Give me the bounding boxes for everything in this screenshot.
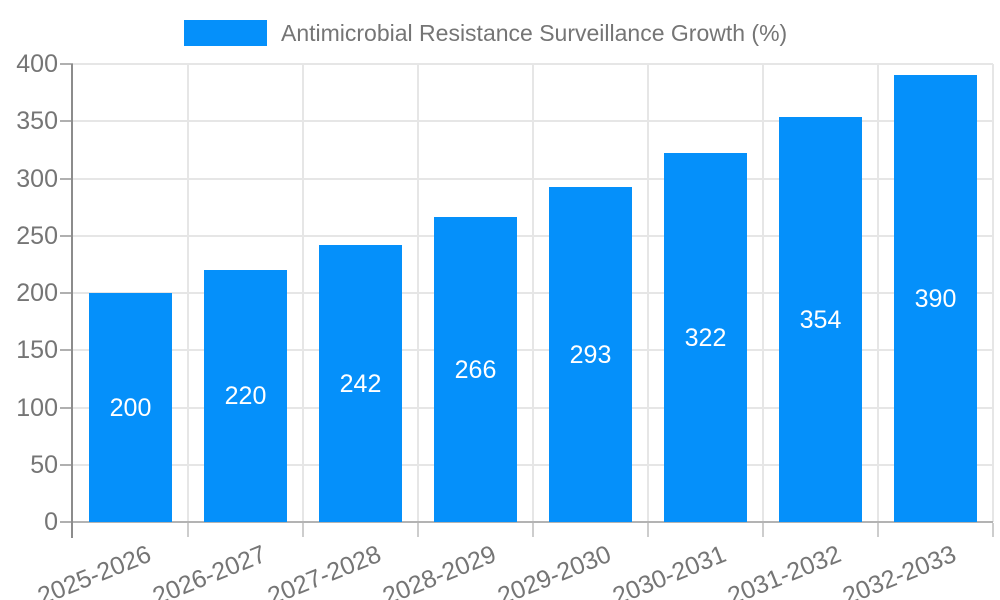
bar-value-label: 242 xyxy=(339,370,382,398)
x-tick xyxy=(417,523,419,537)
bar[interactable] xyxy=(319,245,402,522)
x-tick-label: 2027-2028 xyxy=(263,540,385,600)
bar[interactable] xyxy=(549,187,632,522)
bar-value-label: 266 xyxy=(454,356,497,384)
x-tick xyxy=(302,523,304,537)
y-tick-label: 50 xyxy=(30,451,58,479)
y-axis-tick xyxy=(60,464,73,466)
x-tick xyxy=(762,523,764,537)
y-axis-tick xyxy=(60,120,73,122)
y-tick-label: 250 xyxy=(16,222,58,250)
y-axis-tick xyxy=(60,407,73,409)
y-axis-tick xyxy=(60,63,73,65)
y-tick-label: 350 xyxy=(16,107,58,135)
chart-title: Antimicrobial Resistance Surveillance Gr… xyxy=(281,20,788,46)
y-axis-tick xyxy=(60,292,73,294)
x-tick-label: 2025-2026 xyxy=(33,540,155,600)
bar-value-label: 220 xyxy=(224,382,267,410)
bar[interactable] xyxy=(894,75,977,522)
x-tick-label: 2026-2027 xyxy=(148,540,270,600)
v-gridline xyxy=(992,64,994,522)
x-tick xyxy=(877,523,879,537)
y-tick-label: 100 xyxy=(16,394,58,422)
bar[interactable] xyxy=(434,217,517,522)
bar-value-label: 200 xyxy=(109,394,152,422)
v-gridline xyxy=(762,64,764,522)
y-axis-tick xyxy=(60,235,73,237)
y-axis-tick xyxy=(60,178,73,180)
y-tick-label: 200 xyxy=(16,279,58,307)
x-tick xyxy=(992,523,994,537)
x-tick-label: 2029-2030 xyxy=(493,540,615,600)
v-gridline xyxy=(302,64,304,522)
legend[interactable]: Antimicrobial Resistance Surveillance Gr… xyxy=(0,0,1000,55)
y-tick-label: 300 xyxy=(16,165,58,193)
legend-swatch xyxy=(184,20,267,46)
v-gridline xyxy=(647,64,649,522)
y-tick-label: 400 xyxy=(16,50,58,78)
y-axis-tick xyxy=(60,521,73,523)
y-tick-label: 0 xyxy=(44,508,58,536)
y-axis-tick xyxy=(60,349,73,351)
bar-value-label: 293 xyxy=(569,341,612,369)
v-gridline xyxy=(187,64,189,522)
bar[interactable] xyxy=(664,153,747,522)
v-gridline xyxy=(532,64,534,522)
x-tick-label: 2030-2031 xyxy=(608,540,730,600)
bar-value-label: 322 xyxy=(684,324,727,352)
x-tick xyxy=(187,523,189,537)
x-tick-label: 2031-2032 xyxy=(723,540,845,600)
x-tick-label: 2032-2033 xyxy=(838,540,960,600)
x-tick-label: 2028-2029 xyxy=(378,540,500,600)
bar-value-label: 354 xyxy=(799,306,842,334)
x-baseline xyxy=(73,521,993,523)
x-tick xyxy=(532,523,534,537)
v-gridline xyxy=(417,64,419,522)
v-gridline xyxy=(877,64,879,522)
x-tick xyxy=(647,523,649,537)
bar-value-label: 390 xyxy=(914,285,957,313)
bar[interactable] xyxy=(779,117,862,522)
bar[interactable] xyxy=(89,293,172,522)
y-tick-label: 150 xyxy=(16,336,58,364)
y-axis-line xyxy=(71,64,73,538)
bar[interactable] xyxy=(204,270,287,522)
